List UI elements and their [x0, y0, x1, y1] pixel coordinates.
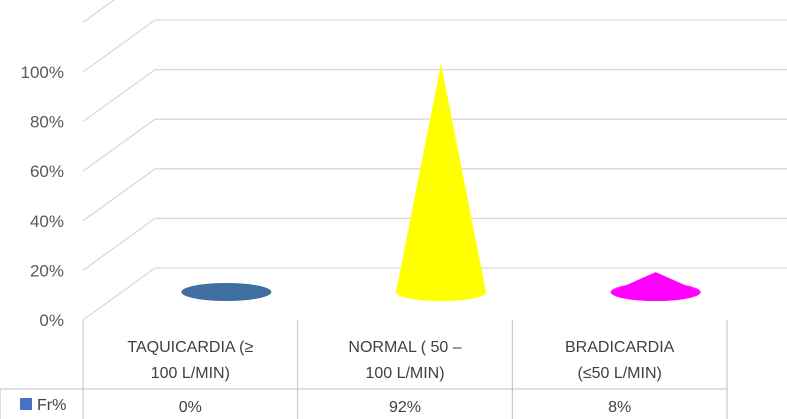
legend-swatch — [20, 398, 32, 410]
category-label: 100 L/MIN) — [151, 365, 230, 382]
data-table: TAQUICARDIA (≥ 100 L/MIN) NORMAL ( 50 – 100… — [0, 320, 728, 419]
data-label: 0% — [179, 399, 202, 416]
y-tick-label: 60% — [30, 162, 64, 181]
gridline — [82, 267, 787, 321]
gridline — [82, 0, 116, 23]
data-label: 8% — [608, 399, 631, 416]
gridline — [82, 118, 787, 172]
category-label: 100 L/MIN) — [365, 365, 444, 382]
y-tick-label: 80% — [30, 113, 64, 132]
category-label: BRADICARDIA — [565, 339, 675, 356]
gridline — [82, 68, 787, 123]
y-tick-label: 0% — [39, 311, 64, 330]
category-label: (≤50 L/MIN) — [577, 365, 661, 382]
y-tick-label: 40% — [30, 212, 64, 231]
cone-0 — [181, 283, 272, 301]
cone-1 — [396, 63, 486, 302]
y-tick-label: 100% — [21, 63, 64, 82]
gridline — [82, 168, 787, 222]
gridline — [82, 19, 787, 73]
cone-base-2 — [610, 283, 701, 301]
data-label: 92% — [389, 399, 421, 416]
gridlines — [82, 0, 787, 321]
category-label: NORMAL ( 50 – — [348, 339, 461, 356]
legend-label: Fr% — [37, 397, 66, 414]
category-label: TAQUICARDIA (≥ — [127, 339, 253, 356]
y-tick-label: 20% — [30, 261, 64, 280]
cone-base-1 — [396, 283, 486, 301]
y-axis: 0% 20% 40% 60% 80% 100% — [21, 63, 64, 330]
gridline — [82, 217, 787, 271]
chart-marks — [181, 63, 701, 302]
